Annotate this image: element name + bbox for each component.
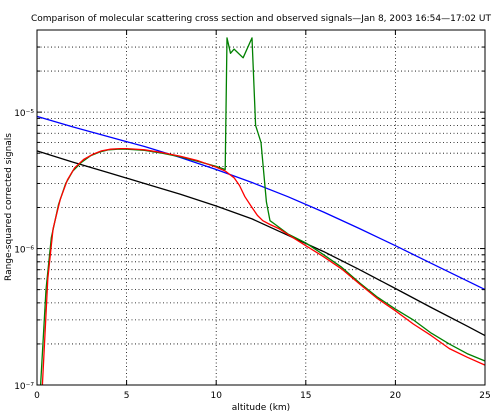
series-layer xyxy=(36,37,486,386)
x-tick-label: 5 xyxy=(124,391,130,401)
y-axis-label: Range-squared corrected signals xyxy=(4,133,14,281)
y-tick-label: 10⁻⁵ xyxy=(14,109,34,119)
x-tick-label: 0 xyxy=(34,391,40,401)
x-tick-label: 15 xyxy=(300,391,311,401)
x-axis-label: altitude (km) xyxy=(232,403,290,413)
x-tick-label: 10 xyxy=(210,391,222,401)
x-tick-label: 20 xyxy=(390,391,402,401)
x-tick-label: 25 xyxy=(479,391,490,401)
series-line-4 xyxy=(41,147,486,386)
axis-ticks: 0 5 10 15 20 25 10⁻⁷ 10⁻⁶ 10⁻⁵ xyxy=(14,29,491,401)
series-line-3 xyxy=(39,37,486,386)
series-line-1 xyxy=(36,115,486,291)
y-tick-label: 10⁻⁷ xyxy=(14,382,34,392)
chart-title: Comparison of molecular scattering cross… xyxy=(31,14,491,24)
series-line-2 xyxy=(36,150,486,337)
y-tick-label: 10⁻⁶ xyxy=(14,246,34,256)
